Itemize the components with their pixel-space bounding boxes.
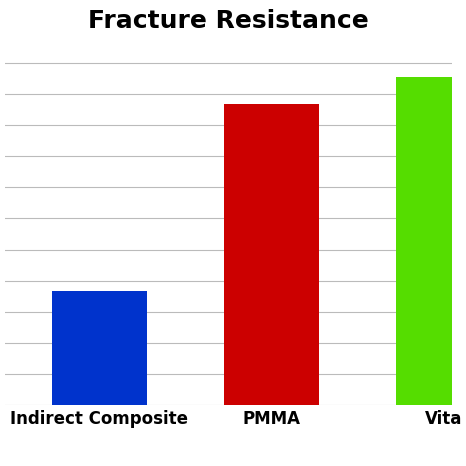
Title: Fracture Resistance: Fracture Resistance [88, 9, 369, 33]
Bar [52, 291, 147, 405]
Bar [396, 77, 466, 405]
Bar [224, 104, 319, 405]
